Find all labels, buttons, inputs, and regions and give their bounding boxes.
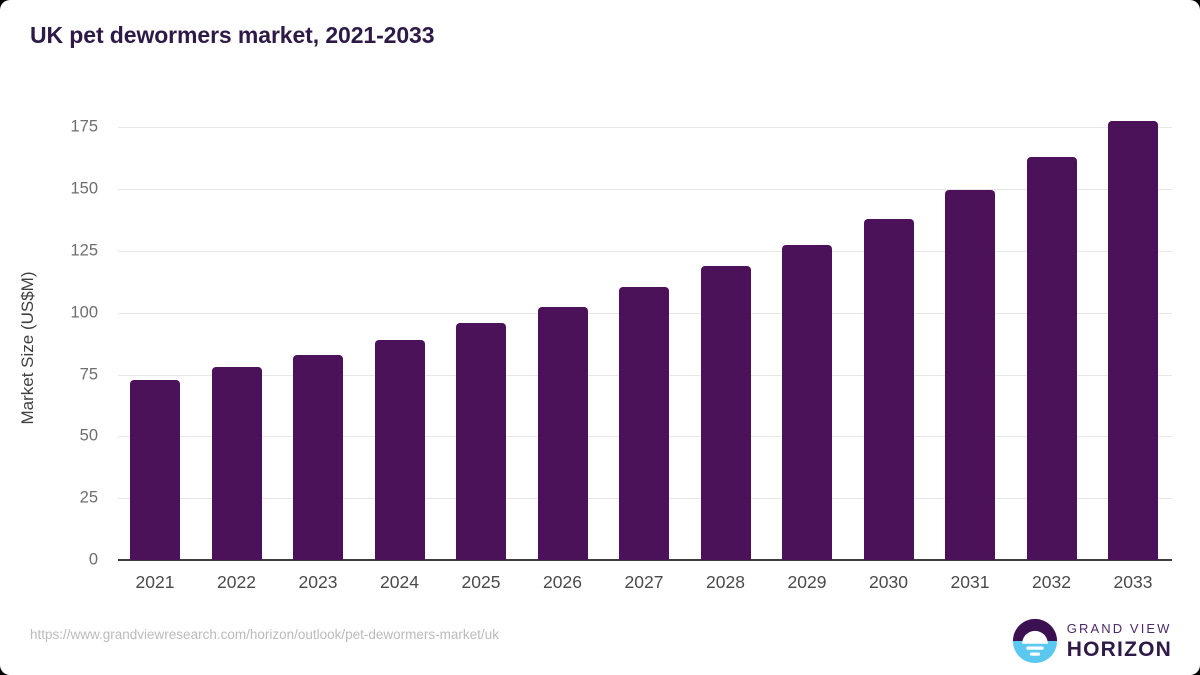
bar-2029[interactable]	[782, 244, 832, 560]
x-tick-label-2024: 2024	[380, 572, 419, 592]
x-tick-label-2033: 2033	[1113, 572, 1153, 592]
bar-series	[118, 110, 1172, 560]
bar-2027[interactable]	[619, 286, 669, 560]
x-tick-label-2023: 2023	[298, 572, 338, 592]
x-axis-line	[118, 559, 1172, 561]
gridline	[118, 250, 1172, 252]
bar-2025[interactable]	[456, 322, 506, 560]
sunrise-horizon-icon	[1012, 618, 1057, 664]
x-tick-label-2031: 2031	[950, 572, 990, 592]
bar-2033[interactable]	[1108, 121, 1158, 560]
y-axis-title: Market Size (US$M)	[18, 271, 37, 425]
logo-line-grand-view: GRAND VIEW	[1066, 621, 1172, 636]
bar-2022[interactable]	[211, 367, 262, 560]
gridline	[118, 189, 1172, 191]
bar-2032[interactable]	[1026, 156, 1077, 560]
y-tick-label: 75	[79, 365, 98, 384]
page-title: UK pet dewormers market, 2021-2033	[30, 22, 435, 48]
x-tick-label-2021: 2021	[135, 572, 175, 592]
bar-2028[interactable]	[700, 265, 751, 560]
y-axis-tick-labels: 0 25 50 75 100 125 150 175	[20, 0, 98, 675]
x-tick-label-2022: 2022	[217, 572, 256, 592]
bar-2031[interactable]	[945, 190, 995, 560]
y-tick-label: 175	[70, 117, 98, 136]
x-axis-tick-labels: 2021 2022 2023 2024 2025 2026 2027 2028 2029 2030…	[118, 572, 1172, 598]
y-tick-label: 50	[79, 426, 98, 445]
gridline	[118, 127, 1172, 129]
y-tick-label: 0	[88, 550, 98, 569]
x-tick-label-2027: 2027	[624, 572, 664, 592]
bar-2026[interactable]	[537, 306, 588, 560]
x-tick-label-2025: 2025	[461, 572, 501, 592]
x-tick-label-2030: 2030	[869, 572, 908, 592]
logo-line-horizon: HORIZON	[1066, 638, 1172, 661]
bar-2021[interactable]	[130, 379, 180, 560]
y-tick-label: 25	[79, 488, 98, 507]
y-tick-label: 150	[70, 179, 98, 198]
source-url[interactable]: https://www.grandviewresearch.com/horizo…	[30, 627, 499, 642]
grand-view-horizon-logo[interactable]: GRAND VIEW HORIZON	[1012, 618, 1172, 664]
x-tick-label-2032: 2032	[1032, 572, 1071, 592]
bar-2030[interactable]	[863, 218, 914, 560]
x-tick-label-2029: 2029	[787, 572, 827, 592]
x-tick-label-2028: 2028	[706, 572, 745, 592]
bar-2024[interactable]	[374, 339, 425, 560]
y-tick-label: 125	[70, 241, 98, 260]
logo-wordmark: GRAND VIEW HORIZON	[1067, 622, 1172, 660]
y-tick-label: 100	[70, 303, 98, 322]
bar-2023[interactable]	[293, 354, 343, 560]
x-tick-label-2026: 2026	[543, 572, 582, 592]
